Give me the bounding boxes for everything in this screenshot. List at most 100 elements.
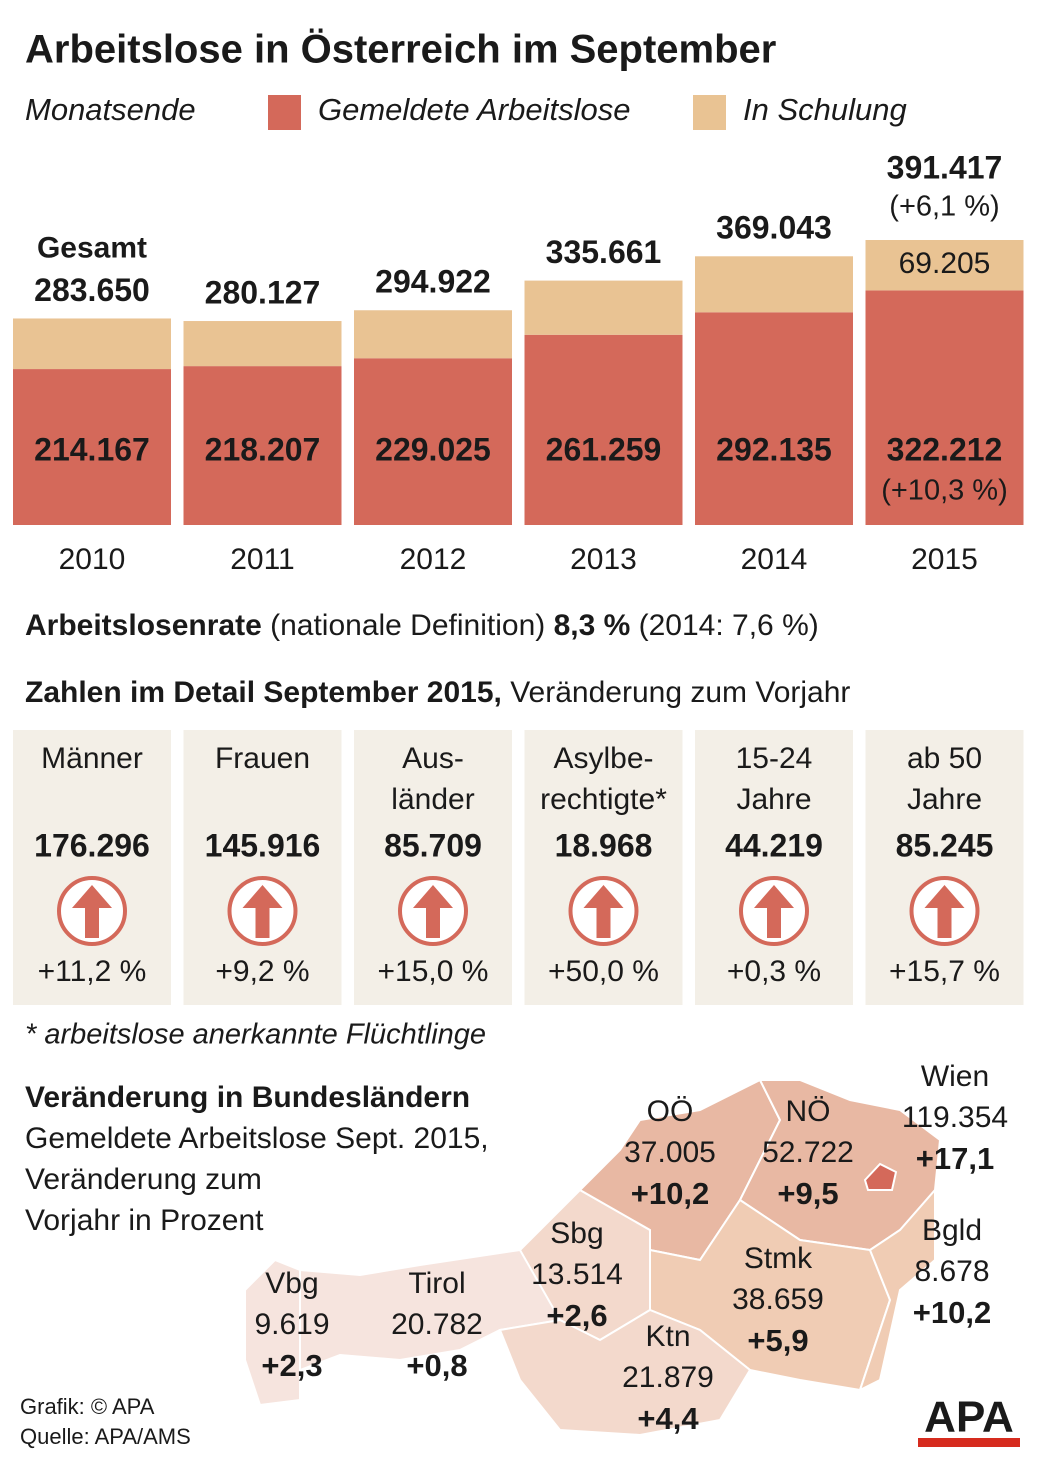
region-wien [863,1162,898,1191]
total-label: 280.127 [205,274,321,310]
region-name: Bgld [922,1214,982,1247]
region-change: +2,6 [546,1298,607,1333]
card-change: +9,2 % [215,955,309,988]
total-caption: Gesamt [37,231,147,264]
region-change: +0,8 [406,1348,467,1383]
text-part: Veränderung zum Vorjahr [502,676,851,709]
card-label: rechtigte* [540,783,667,816]
bar-value-label: 69.205 [899,247,991,280]
region-change: +2,3 [261,1348,322,1383]
total-label: 369.043 [716,210,832,246]
section-title: Veränderung in Bundesländern [25,1081,470,1114]
region-name: Ktn [645,1320,690,1353]
card-value: 18.968 [555,827,653,863]
region-value: 13.514 [531,1258,623,1291]
x-tick-label: 2015 [911,543,978,576]
bar-value-label: 322.212 [887,431,1003,467]
x-tick-label: 2011 [230,543,295,576]
region-value: 21.879 [622,1361,714,1394]
credit: Quelle: APA/AMS [20,1424,191,1449]
card [183,730,342,1005]
text-part: 8,3 % [554,609,631,642]
region-name: Stmk [744,1242,813,1275]
x-tick-label: 2013 [570,543,637,576]
region-value: 52.722 [762,1136,854,1169]
footnote: * arbeitslose anerkannte Flüchtlinge [25,1019,486,1051]
detail-heading: Zahlen im Detail September 2015, Verände… [25,676,850,709]
text-part: Zahlen im Detail September 2015, [25,676,502,709]
arrow-up [242,885,283,938]
card-value: 85.245 [896,827,994,863]
bar-segment [183,321,342,367]
bar-segment [865,290,1024,525]
arrow-up [754,885,794,938]
card-label: Aus- [402,742,464,775]
x-tick-label: 2010 [59,543,126,576]
region-name: Tirol [408,1267,465,1300]
card-change: +0,3 % [727,955,821,988]
card-change: +11,2 % [38,955,147,988]
card [524,730,683,1005]
bar-value-label: 214.167 [34,431,150,467]
bar-segment [354,310,512,359]
annotation: (+6,1 %) [889,191,999,223]
card-value: 176.296 [34,827,150,863]
bar-segment [524,280,683,335]
bar-segment [183,366,342,525]
total-label: 391.417 [887,149,1003,185]
arrow-up [413,885,453,938]
total-label: 294.922 [375,264,491,300]
section-subtitle: Vorjahr in Prozent [25,1204,264,1237]
region-value: 20.782 [391,1308,483,1341]
x-tick-label: 2014 [741,543,808,576]
bar-value-label: 218.207 [205,431,321,467]
card-change: +15,0 % [378,955,489,988]
legend-swatch [268,95,301,130]
bar-value-label: 261.259 [546,431,662,467]
card-change: +15,7 % [889,955,1000,988]
text-part: Arbeitslosenrate [25,609,262,642]
region-value: 119.354 [902,1101,1008,1134]
bar-value-label: 292.135 [716,431,832,467]
region-value: 37.005 [624,1136,716,1169]
card-label: Asylbe- [553,742,653,775]
map [244,1078,942,1437]
card [865,730,1024,1005]
card-label: Jahre [736,783,811,816]
x-tick-label: 2012 [400,543,467,576]
bar-segment [524,334,683,525]
region-bgld [858,1187,936,1392]
region-value: 9.619 [254,1308,329,1341]
region-value: 38.659 [732,1283,824,1316]
credit: Grafik: © APA [20,1394,155,1419]
legend-label: Gemeldete Arbeitslose [318,92,630,127]
region-change: +9,5 [777,1176,838,1211]
legend-swatch [693,95,726,130]
logo-text: APA [924,1393,1014,1442]
region-change: +4,4 [637,1401,699,1436]
card-value: 145.916 [205,827,321,863]
arrow-up [924,885,965,938]
region-name: Vbg [265,1267,318,1300]
bar-segment [13,369,171,525]
region-change: +10,2 [631,1176,709,1211]
region-change: +10,2 [913,1295,991,1330]
arrow-up [583,885,624,938]
bar-value-label: 229.025 [375,431,491,467]
region-name: Wien [921,1060,989,1093]
text-part: (nationale Definition) [262,609,554,642]
bar-segment [695,256,853,313]
region-change: +17,1 [916,1141,994,1176]
card-label: ab 50 [907,742,982,775]
card-label: Männer [41,742,143,775]
card-value: 44.219 [725,827,823,863]
legend-label: In Schulung [743,92,907,127]
card-label: Frauen [215,742,310,775]
text-part: (2014: 7,6 %) [630,609,818,642]
card [13,730,171,1005]
region-name: Sbg [550,1217,603,1250]
rate-line: Arbeitslosenrate (nationale Definition) … [25,609,819,642]
bar-segment [13,318,171,370]
region-value: 8.678 [914,1255,989,1288]
